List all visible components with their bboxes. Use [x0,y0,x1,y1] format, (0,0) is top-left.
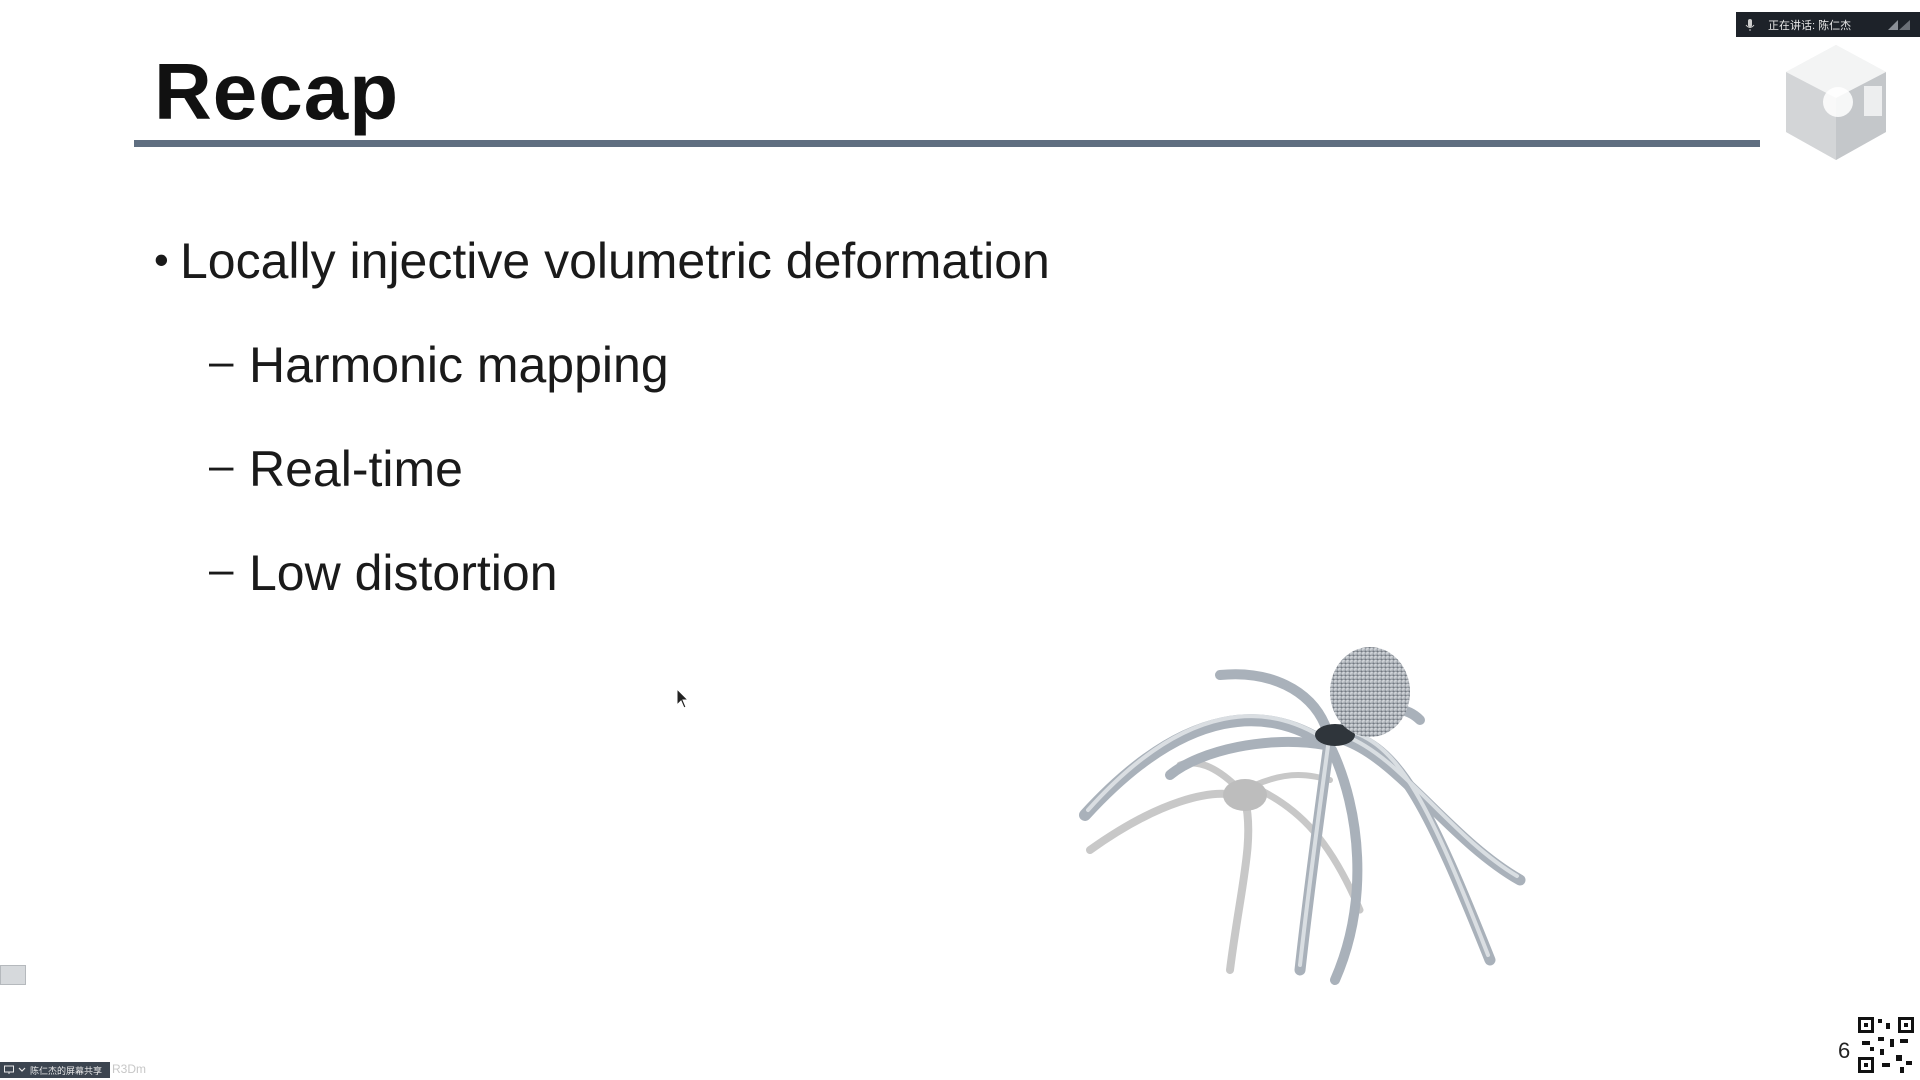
slide-title: Recap [154,47,400,136]
screen-share-icon [4,1065,14,1074]
spider-deformation-image [1079,647,1526,985]
logo-icon [1786,45,1886,160]
bullet-marker: • [154,236,169,283]
signal-strength-icon [1888,20,1910,30]
mouse-cursor-icon [676,688,690,709]
sub-bullet-marker: – [209,545,234,594]
speaker-label: 正在讲话: 陈仁杰 [1768,19,1852,32]
microphone-icon [1745,18,1755,31]
screen-share-indicator[interactable]: 陈仁杰的屏幕共享 [0,1062,110,1078]
sub-bullet-item: – Real-time [209,440,463,498]
chevron-down-icon [18,1067,26,1072]
side-panel-toggle[interactable] [0,965,26,985]
speaker-indicator: 正在讲话: 陈仁杰 [1736,12,1920,37]
qr-code-icon [1856,1015,1916,1075]
sub-bullet-item: – Harmonic mapping [209,336,669,394]
sub-bullet-marker: – [209,337,234,386]
sub-bullet-item: – Low distortion [209,544,558,602]
sub-bullet-text: Low distortion [249,545,558,601]
bullet-text: Locally injective volumetric deformation [180,233,1050,289]
bullet-item: • Locally injective volumetric deformatio… [154,232,1050,290]
page-number: 6 [1838,1038,1851,1063]
sub-bullet-marker: – [209,441,234,490]
sub-bullet-text: Harmonic mapping [249,337,669,393]
faint-watermark-label: R3Dm [112,1062,147,1076]
sub-bullet-text: Real-time [249,441,463,497]
title-divider [134,140,1760,147]
share-label: 陈仁杰的屏幕共享 [30,1065,103,1076]
